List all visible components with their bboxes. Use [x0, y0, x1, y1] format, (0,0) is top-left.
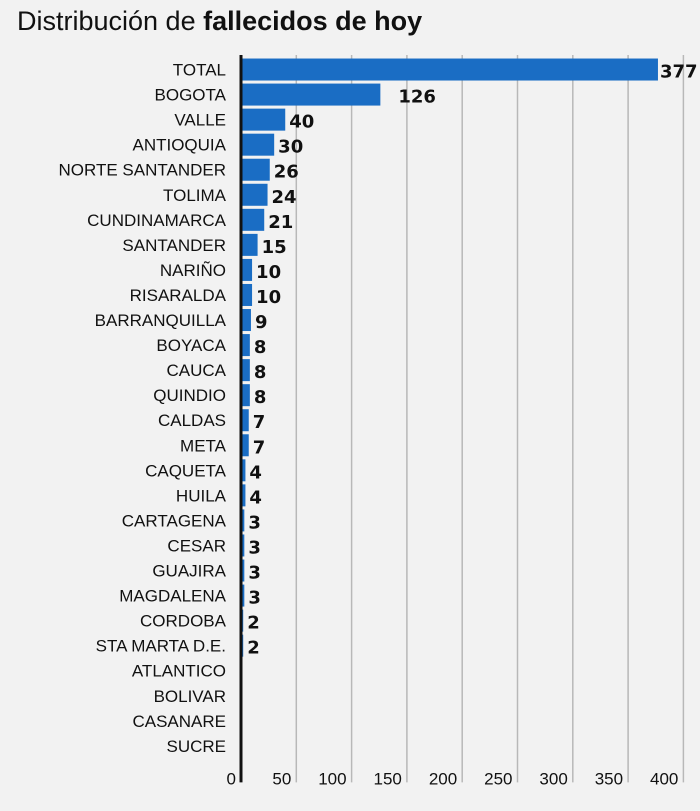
data-label: 2 [247, 638, 260, 659]
bar [241, 459, 246, 482]
category-label: QUINDIO [153, 386, 226, 405]
bar [241, 534, 245, 557]
title-bold: fallecidos de hoy [203, 6, 423, 36]
data-label: 8 [254, 387, 267, 408]
x-tick-label: 100 [318, 769, 346, 788]
category-label: NORTE SANTANDER [58, 161, 226, 180]
category-label: CARTAGENA [122, 511, 227, 530]
category-label: BOGOTA [155, 86, 227, 105]
bar [241, 133, 275, 156]
title-prefix: Distribución de [17, 6, 204, 36]
bar [241, 384, 250, 407]
category-label: RISARALDA [130, 286, 227, 305]
x-tick-label: 250 [484, 769, 512, 788]
bar [241, 584, 245, 607]
category-label: CORDOBA [140, 612, 227, 631]
bar [241, 208, 265, 231]
bar [241, 183, 268, 206]
data-label: 24 [272, 187, 297, 208]
category-label: ATLANTICO [132, 662, 226, 681]
category-label: VALLE [174, 111, 226, 130]
data-label: 9 [255, 312, 268, 333]
category-label: TOTAL [173, 61, 226, 80]
category-label: ANTIOQUIA [132, 136, 226, 155]
category-label: META [180, 436, 227, 455]
data-label: 26 [274, 162, 299, 183]
bar [241, 108, 286, 131]
data-label: 7 [253, 412, 266, 433]
category-label: CESAR [167, 536, 226, 555]
data-label: 7 [253, 437, 266, 458]
bar [241, 334, 250, 357]
data-label: 2 [247, 613, 260, 634]
bar [241, 258, 253, 281]
bar [241, 359, 250, 382]
x-tick-label: 400 [650, 769, 678, 788]
category-label: BARRANQUILLA [95, 311, 227, 330]
x-tick-label: 350 [595, 769, 623, 788]
category-label: CAUCA [166, 361, 226, 380]
x-tick-label: 150 [374, 769, 402, 788]
bar [241, 559, 245, 582]
category-label: CUNDINAMARCA [87, 211, 227, 230]
category-label: BOLIVAR [154, 687, 226, 706]
data-label: 40 [289, 112, 314, 133]
category-label: CALDAS [158, 411, 226, 430]
chart-title: Distribución de fallecidos de hoy [17, 6, 422, 37]
category-label: HUILA [176, 486, 227, 505]
category-label: CASANARE [132, 712, 226, 731]
bar [241, 509, 245, 532]
data-label: 126 [398, 87, 436, 108]
category-label: BOYACA [156, 336, 226, 355]
category-label: GUAJIRA [152, 562, 226, 581]
data-label: 10 [256, 287, 281, 308]
data-label: 10 [256, 262, 281, 283]
bar [241, 158, 270, 181]
x-tick-label: 300 [539, 769, 567, 788]
data-label: 15 [262, 237, 287, 258]
category-label: MAGDALENA [119, 587, 226, 606]
bar [241, 409, 249, 432]
bar [241, 58, 658, 81]
data-label: 3 [248, 512, 261, 533]
bar [241, 233, 258, 256]
bar [241, 83, 381, 106]
category-label: CAQUETA [145, 461, 227, 480]
bar [241, 283, 253, 306]
x-tick-label: 0 [227, 769, 236, 788]
data-label: 21 [268, 212, 293, 233]
data-label: 8 [254, 362, 267, 383]
bar [241, 484, 246, 507]
data-label: 377 [660, 62, 698, 83]
category-label: SANTANDER [122, 236, 226, 255]
x-tick-label: 200 [429, 769, 457, 788]
data-label: 3 [248, 563, 261, 584]
x-tick-label: 50 [272, 769, 291, 788]
data-label: 8 [254, 337, 267, 358]
bar [241, 309, 251, 332]
data-label: 3 [248, 588, 261, 609]
category-label: STA MARTA D.E. [96, 637, 226, 656]
category-label: TOLIMA [163, 186, 227, 205]
data-label: 30 [278, 137, 303, 158]
bar [241, 434, 249, 457]
category-label: NARIÑO [160, 261, 226, 280]
data-label: 3 [248, 537, 261, 558]
data-label: 4 [249, 462, 262, 483]
data-label: 4 [249, 487, 262, 508]
category-label: SUCRE [166, 737, 226, 756]
